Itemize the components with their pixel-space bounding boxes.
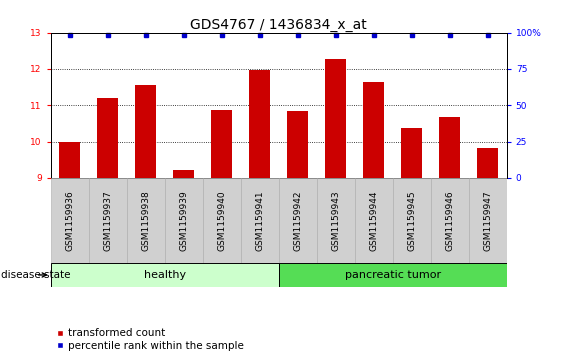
- FancyBboxPatch shape: [316, 178, 355, 263]
- Bar: [363, 82, 384, 178]
- Text: disease state: disease state: [1, 270, 70, 280]
- Bar: [59, 142, 80, 178]
- Bar: [135, 85, 156, 178]
- FancyBboxPatch shape: [241, 178, 279, 263]
- FancyBboxPatch shape: [468, 178, 507, 263]
- Text: GSM1159938: GSM1159938: [141, 191, 150, 252]
- Text: GSM1159947: GSM1159947: [483, 191, 492, 251]
- Bar: [173, 170, 194, 178]
- Text: GSM1159946: GSM1159946: [445, 191, 454, 251]
- FancyBboxPatch shape: [203, 178, 241, 263]
- Text: GSM1159945: GSM1159945: [407, 191, 416, 251]
- Title: GDS4767 / 1436834_x_at: GDS4767 / 1436834_x_at: [190, 18, 367, 32]
- Text: GSM1159943: GSM1159943: [331, 191, 340, 251]
- FancyBboxPatch shape: [164, 178, 203, 263]
- Text: GSM1159937: GSM1159937: [103, 191, 112, 252]
- Text: GSM1159939: GSM1159939: [179, 191, 188, 252]
- Bar: [97, 98, 118, 178]
- Bar: [287, 111, 308, 178]
- Text: GSM1159940: GSM1159940: [217, 191, 226, 251]
- FancyBboxPatch shape: [127, 178, 164, 263]
- Bar: [401, 128, 422, 178]
- Text: GSM1159941: GSM1159941: [255, 191, 264, 251]
- Bar: [325, 59, 346, 178]
- Legend: transformed count, percentile rank within the sample: transformed count, percentile rank withi…: [56, 328, 244, 351]
- Bar: [439, 117, 460, 178]
- FancyBboxPatch shape: [88, 178, 127, 263]
- Text: GSM1159944: GSM1159944: [369, 191, 378, 251]
- Text: pancreatic tumor: pancreatic tumor: [345, 270, 441, 280]
- FancyBboxPatch shape: [393, 178, 431, 263]
- Text: GSM1159936: GSM1159936: [65, 191, 74, 252]
- FancyBboxPatch shape: [431, 178, 468, 263]
- FancyBboxPatch shape: [279, 263, 507, 287]
- FancyBboxPatch shape: [51, 263, 279, 287]
- FancyBboxPatch shape: [355, 178, 393, 263]
- FancyBboxPatch shape: [51, 178, 88, 263]
- Text: healthy: healthy: [144, 270, 186, 280]
- Text: GSM1159942: GSM1159942: [293, 191, 302, 251]
- Bar: [249, 70, 270, 178]
- FancyBboxPatch shape: [279, 178, 316, 263]
- Bar: [211, 110, 232, 178]
- Bar: [477, 148, 498, 178]
